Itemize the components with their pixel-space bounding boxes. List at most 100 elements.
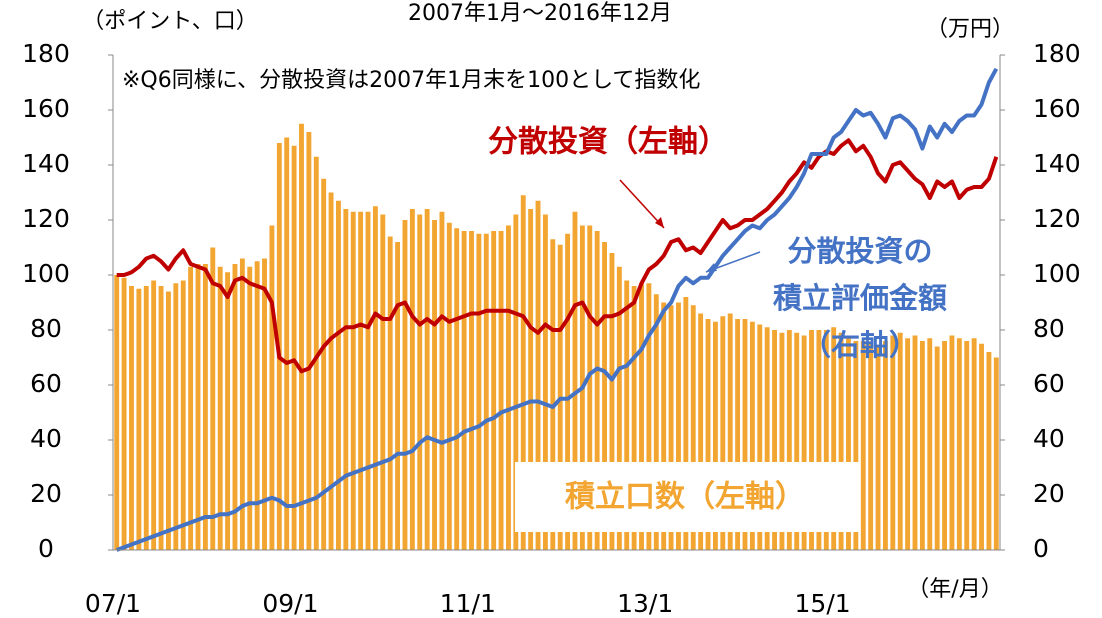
bar [565,233,571,550]
bar [831,327,837,550]
bar [151,280,157,550]
bar [542,214,548,550]
bar [365,211,371,550]
bar [993,357,999,550]
bar [860,341,866,550]
bar [299,123,304,550]
bar [535,200,541,550]
y2-tick-label: 60 [1033,369,1065,398]
bar [417,214,423,550]
bar [158,286,164,550]
bar [757,324,763,550]
bar [513,214,519,550]
note: ※Q6同様に、分散投資は2007年1月末を100として指数化 [122,68,700,93]
y-tick-label: 80 [30,314,62,343]
bar [409,209,415,550]
bar [202,264,208,550]
bar [676,302,681,550]
bar [387,236,393,550]
bar [114,275,120,550]
bar [646,283,652,550]
y-tick-label: 180 [22,39,70,68]
chart-title: 2007年1月～2016年12月 [408,1,672,26]
bar [838,332,844,550]
y-tick-label: 100 [22,259,70,288]
bar [165,291,171,550]
x-tick-label: 09/1 [262,589,318,618]
y2-tick-label: 20 [1033,479,1065,508]
bar [572,211,578,550]
bar [868,343,874,550]
bar [801,335,807,550]
bar [380,214,386,550]
bar [173,283,179,550]
bar [269,225,275,550]
bar [328,192,334,550]
bar [882,341,888,550]
arrow [619,179,665,229]
bar [121,277,127,550]
plot-area: 0 20 40 60 80 100 120 140 160 180 0 20 40 60 80 100 120 1… [22,39,1081,563]
bar [336,200,341,550]
bar [823,330,829,550]
x-tick-label: 07/1 [85,589,141,618]
bar [979,343,984,550]
y2-tick-label: 140 [1033,149,1081,178]
line [116,138,999,374]
bar [912,335,918,550]
bar [949,335,955,550]
bar [136,288,142,550]
bar [735,319,741,550]
bar [424,209,430,550]
bar [905,338,911,550]
bar [306,132,312,550]
bar [491,231,497,550]
bar [764,327,770,550]
bar [291,145,297,550]
bar [476,233,482,550]
bar [794,332,800,550]
bar [506,225,511,550]
bar [180,280,186,550]
bar [720,316,726,550]
bar [846,338,851,550]
bar [247,266,253,550]
bar [372,206,378,550]
line [116,67,999,552]
bar [210,247,216,550]
bar [343,209,349,550]
y-tick-label: 0 [38,534,54,563]
arrow-head [706,263,717,272]
bar [690,305,696,550]
bar [875,346,881,550]
bar [461,231,467,550]
bar [653,294,659,550]
x-tick-label: 15/1 [795,589,851,618]
bar [779,332,785,550]
bar [919,341,925,550]
bar [631,286,637,550]
bar [313,156,319,550]
bar [668,305,674,550]
x-tick-label: 13/1 [617,589,673,618]
y2-tick-label: 40 [1033,424,1065,453]
series-label: （右軸） [802,328,918,362]
bar [358,211,364,550]
y2-tick-label: 120 [1033,204,1081,233]
bar [439,211,445,550]
bar [498,231,504,550]
bar [705,319,711,550]
y2-tick-label: 100 [1033,259,1081,288]
y2-axis-label: （万円） [926,17,1014,42]
bar [616,266,622,550]
bar [698,313,704,550]
bar [727,313,733,550]
bar [262,258,267,550]
y2-tick-label: 80 [1033,314,1065,343]
bar [609,253,615,550]
bar [809,330,814,550]
bar [749,321,755,550]
bar [129,286,134,550]
bar [232,264,238,550]
y-tick-label: 120 [22,204,70,233]
